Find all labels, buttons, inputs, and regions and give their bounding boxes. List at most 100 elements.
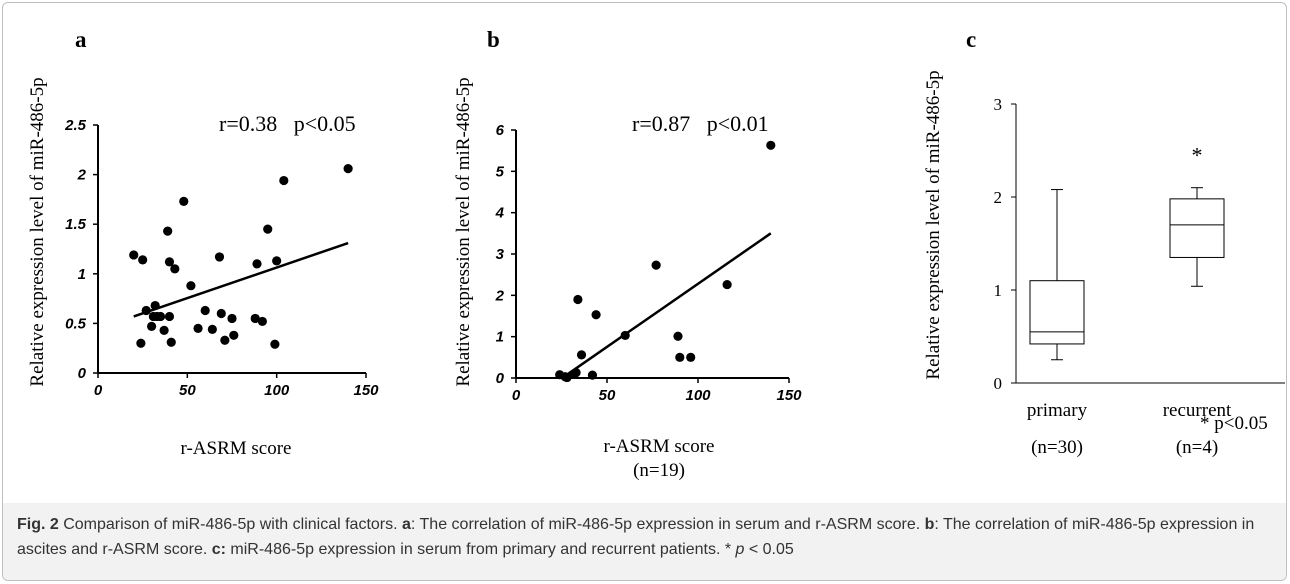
caption-title: Comparison of miR-486-5p with clinical f… bbox=[58, 516, 403, 533]
panel-a-x-tick-label: 150 bbox=[353, 382, 379, 399]
panel-c-y-tick-label: 3 bbox=[994, 95, 1003, 114]
panel-b-tick-labels: 0 50 100 150 0 1 2 3 4 5 6 bbox=[495, 122, 803, 404]
panel-a-data-point bbox=[170, 264, 180, 274]
panel-a-data-point bbox=[166, 337, 176, 347]
panel-a-data-point bbox=[129, 250, 139, 260]
panel-b-xlabel-n: (n=19) bbox=[633, 460, 685, 481]
caption-a-text: : The correlation of miR-486-5p expressi… bbox=[410, 516, 925, 533]
panel-b-data-point bbox=[576, 350, 587, 360]
panel-c-tick-labels: 0 1 2 3 bbox=[994, 95, 1003, 393]
panel-a-data-point bbox=[252, 259, 262, 269]
panel-b-y-tick-label: 6 bbox=[496, 122, 505, 139]
panel-a-data-point bbox=[138, 255, 148, 265]
panel-c-box bbox=[1169, 198, 1225, 258]
panel-a-y-tick-label: 2.5 bbox=[64, 117, 87, 134]
panel-b-data-point bbox=[673, 331, 683, 341]
panel-b-xlabel: r-ASRM score bbox=[604, 436, 715, 457]
caption-b-text: : The correlation of miR-486-5p expressi… bbox=[17, 516, 1255, 558]
panel-b-ylabel: Relative expression level of miR-486-5p bbox=[453, 77, 474, 386]
panel-c-ylabel: Relative expression level of miR-486-5p bbox=[923, 70, 944, 379]
panel-a-data-point bbox=[272, 256, 282, 266]
panel-a-data-point bbox=[229, 330, 239, 340]
panel-a-x-tick-label: 50 bbox=[179, 382, 196, 399]
panel-a-stat-text: r=0.38 p<0.05 bbox=[219, 111, 356, 136]
panel-a: a r=0.38 p<0.05 Relative expression leve… bbox=[27, 27, 379, 459]
panel-c-category-label: recurrent bbox=[1163, 400, 1232, 421]
panel-c-boxes: * bbox=[1029, 143, 1225, 361]
panel-a-data-point bbox=[164, 311, 175, 322]
panel-c-category-n: (n=30) bbox=[1031, 437, 1083, 458]
caption-p-variable: p bbox=[735, 541, 745, 558]
panel-c-footnote: * p<0.05 bbox=[1200, 413, 1268, 434]
panel-a-data-point bbox=[214, 252, 225, 262]
panel-b-y-tick-label: 2 bbox=[495, 287, 505, 304]
panel-b-data-point bbox=[675, 352, 685, 362]
panel-b-data-point bbox=[766, 140, 776, 150]
panel-b-y-tick-label: 5 bbox=[496, 163, 505, 180]
panel-a-data-point bbox=[220, 335, 230, 345]
panel-a-points bbox=[129, 164, 353, 349]
panel-a-data-point bbox=[164, 257, 175, 267]
figure-caption: Fig. 2 Comparison of miR-486-5p with cli… bbox=[17, 512, 1273, 562]
panel-a-data-point bbox=[159, 325, 169, 335]
panel-c: c Relative expression level of miR-486-5… bbox=[923, 27, 1285, 458]
caption-b-label: b bbox=[924, 516, 935, 533]
panel-a-data-point bbox=[163, 226, 173, 236]
panel-a-x-tick-label: 100 bbox=[264, 382, 290, 399]
panel-a-y-tick-label: 2 bbox=[77, 167, 87, 184]
figure-canvas: a r=0.38 p<0.05 Relative expression leve… bbox=[27, 27, 1285, 481]
caption-c-label: c: bbox=[211, 541, 226, 558]
panel-a-x-tick-label: 0 bbox=[94, 382, 103, 399]
panel-a-label: a bbox=[75, 27, 87, 52]
panel-a-y-tick-label: 1.5 bbox=[65, 216, 87, 233]
panel-a-data-point bbox=[147, 321, 157, 331]
panel-a-trendline-group bbox=[133, 241, 349, 318]
panel-a-data-point bbox=[136, 338, 146, 348]
panel-a-axes bbox=[93, 124, 367, 378]
panel-a-trendline bbox=[133, 241, 349, 318]
panel-b-points bbox=[555, 140, 776, 383]
panel-a-data-point bbox=[216, 308, 226, 319]
panel-b-data-point bbox=[722, 279, 732, 290]
panel-a-data-point bbox=[250, 313, 260, 324]
panel-a-data-point bbox=[193, 323, 203, 333]
panel-a-tick-labels: 0 50 100 150 0 0.5 1 1.5 2 2.5 bbox=[64, 117, 379, 399]
panel-a-data-point bbox=[200, 305, 210, 316]
panel-c-significance-marker: * bbox=[1192, 143, 1203, 168]
panel-b-data-point bbox=[587, 370, 598, 380]
panel-b: b r=0.87 p<0.01 Relative expression leve… bbox=[453, 27, 802, 481]
panel-a-data-point bbox=[263, 224, 273, 234]
panel-a-ylabel: Relative expression level of miR-486-5p bbox=[27, 77, 48, 386]
panel-c-axes bbox=[1011, 103, 1285, 384]
panel-c-category-labels: primary (n=30) recurrent (n=4) bbox=[1027, 400, 1232, 458]
panel-a-y-tick-label: 0 bbox=[78, 365, 87, 382]
panel-a-data-point bbox=[186, 281, 196, 291]
panel-b-x-tick-label: 100 bbox=[685, 387, 711, 404]
panel-a-y-tick-label: 1 bbox=[78, 266, 86, 283]
panel-a-data-point bbox=[207, 324, 217, 334]
caption-bar: Fig. 2 Comparison of miR-486-5p with cli… bbox=[3, 503, 1286, 580]
panel-b-y-tick-label: 0 bbox=[496, 370, 505, 387]
panel-a-xlabel: r-ASRM score bbox=[181, 438, 292, 459]
panel-a-y-tick-label: 0.5 bbox=[65, 315, 87, 332]
panel-a-data-point bbox=[179, 196, 189, 206]
panel-c-label: c bbox=[966, 27, 976, 52]
panel-b-data-point bbox=[651, 260, 661, 270]
caption-p-rest: < 0.05 bbox=[744, 541, 794, 558]
panel-a-data-point bbox=[227, 313, 237, 324]
panel-a-data-point bbox=[279, 175, 289, 186]
caption-fig-label: Fig. 2 bbox=[17, 516, 59, 533]
panel-c-category-n: (n=4) bbox=[1176, 437, 1218, 458]
panel-c-y-tick-label: 0 bbox=[994, 374, 1003, 393]
caption-a-label: a bbox=[402, 516, 411, 533]
caption-c-text: miR-486-5p expression in serum from prim… bbox=[225, 541, 736, 558]
panel-b-axes bbox=[511, 129, 790, 383]
panel-b-trendline bbox=[562, 232, 772, 379]
panel-b-trendline-group bbox=[562, 232, 772, 379]
panel-b-y-tick-label: 4 bbox=[495, 205, 505, 222]
panel-b-data-point bbox=[573, 294, 583, 305]
panel-a-data-point bbox=[270, 339, 280, 349]
panel-b-x-tick-label: 50 bbox=[599, 387, 616, 404]
panel-b-y-tick-label: 3 bbox=[496, 246, 505, 263]
